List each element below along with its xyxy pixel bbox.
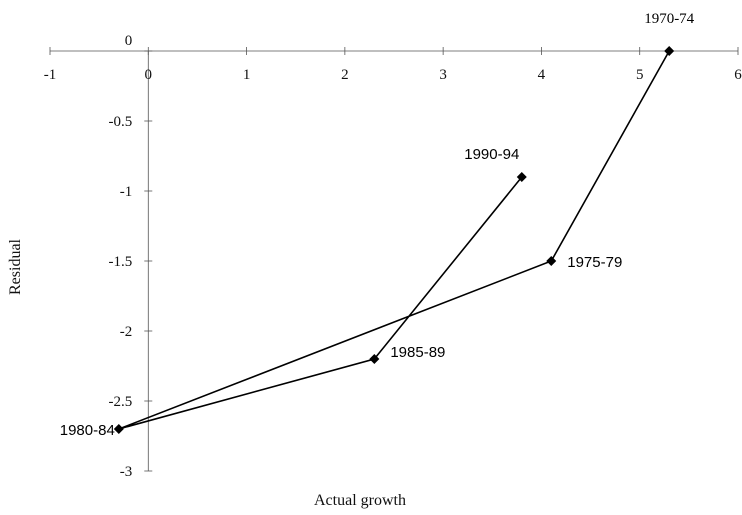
x-tick-label: 1 <box>243 67 251 83</box>
data-point-marker <box>369 354 380 364</box>
y-tick-label: -1 <box>120 184 133 200</box>
y-tick-label: -3 <box>120 464 133 480</box>
y-tick-label: 0 <box>125 33 133 49</box>
x-tick-label: 4 <box>538 67 546 83</box>
data-point-marker <box>664 46 675 56</box>
y-tick-label: -2.5 <box>109 394 133 410</box>
x-tick-label: 2 <box>341 67 349 83</box>
x-tick-label: 3 <box>439 67 447 83</box>
y-axis-title: Residual <box>7 238 24 295</box>
x-tick-label: 0 <box>145 67 153 83</box>
x-tick-label: -1 <box>44 67 57 83</box>
x-tick-label: 6 <box>734 67 742 83</box>
y-tick-label: -0.5 <box>109 114 133 130</box>
data-point-label: 1975-79 <box>567 254 622 271</box>
axes <box>50 50 738 471</box>
data-point-label: 1985-89 <box>390 344 445 361</box>
series-line <box>118 50 670 430</box>
series-line-group <box>118 50 670 430</box>
y-tick-label: -2 <box>120 324 133 340</box>
data-point-marker <box>546 256 557 266</box>
y-tick-label: -1.5 <box>109 254 133 270</box>
data-point-label: 1990-94 <box>464 146 519 163</box>
marker-group <box>113 46 675 434</box>
point-label-group: 1970-74 1975-79 1980-84 1985-89 1990-94 <box>60 11 695 439</box>
x-axis-title: Actual growth <box>314 492 406 509</box>
x-tick-label: 5 <box>636 67 644 83</box>
data-point-marker <box>113 424 124 434</box>
data-point-label: 1970-74 <box>644 11 694 27</box>
data-point-marker <box>516 172 527 182</box>
axis-ticks: -1 0 1 2 3 4 5 6 0 -0.5 -1 -1.5 -2 -2.5 -3 <box>44 33 742 480</box>
data-point-label: 1980-84 <box>60 422 115 439</box>
